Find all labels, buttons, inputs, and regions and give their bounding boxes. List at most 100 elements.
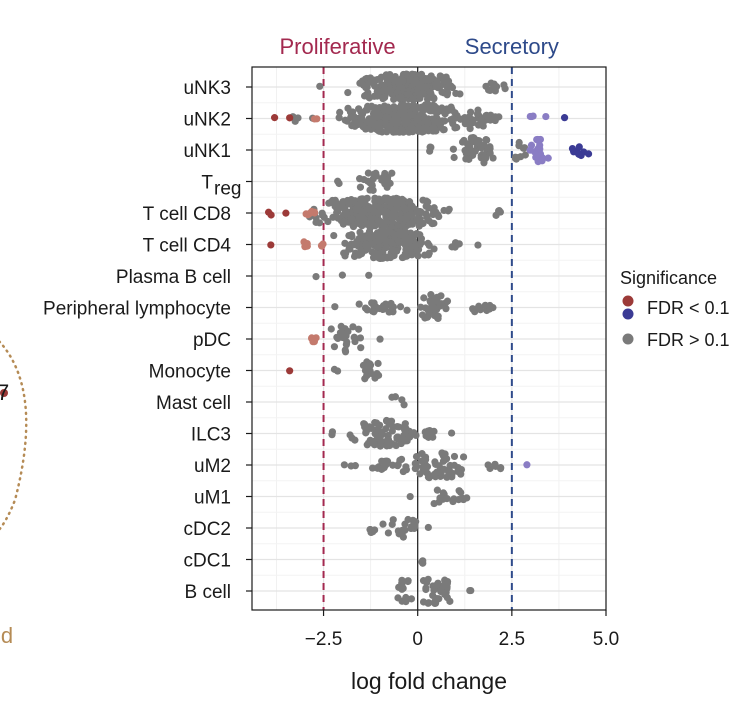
data-point — [401, 420, 409, 428]
data-point — [383, 196, 392, 204]
data-point — [415, 222, 423, 230]
data-point — [374, 359, 382, 368]
data-point — [351, 462, 359, 470]
data-point — [425, 249, 433, 257]
data-point — [470, 147, 478, 155]
data-point — [409, 125, 417, 133]
data-point — [369, 528, 377, 536]
data-point — [407, 595, 416, 603]
data-point — [362, 125, 370, 133]
data-point — [315, 219, 324, 227]
data-point — [419, 83, 427, 91]
data-point — [356, 175, 364, 183]
x-tick-label: 5.0 — [593, 629, 619, 650]
data-point — [407, 233, 415, 242]
data-point — [286, 367, 294, 375]
data-point — [411, 103, 419, 111]
data-point — [386, 253, 395, 262]
data-point — [416, 470, 424, 478]
data-point — [327, 325, 335, 333]
data-point — [365, 205, 373, 213]
data-point — [425, 204, 433, 212]
data-point — [355, 300, 363, 308]
data-point — [446, 597, 454, 605]
data-point — [389, 246, 397, 254]
data-point — [454, 467, 462, 476]
data-point — [466, 586, 474, 595]
data-point — [401, 215, 409, 223]
data-point — [379, 254, 387, 262]
data-point — [396, 216, 404, 224]
data-point — [339, 204, 347, 212]
data-point — [458, 494, 466, 502]
data-point — [521, 151, 529, 159]
legend-label: FDR < 0.1 — [647, 298, 730, 318]
data-point — [367, 76, 376, 84]
data-point — [344, 88, 352, 97]
data-point — [430, 499, 438, 508]
data-point — [460, 136, 468, 145]
data-point — [371, 171, 379, 179]
data-point — [381, 169, 389, 178]
data-point — [404, 90, 413, 99]
data-point — [411, 459, 419, 468]
data-point — [542, 112, 550, 121]
data-point — [361, 420, 369, 428]
data-point — [426, 426, 434, 435]
data-point — [371, 122, 379, 130]
data-point — [423, 469, 431, 477]
data-point — [382, 243, 390, 252]
x-axis-ticks: −2.5 0 2.5 5.0 — [305, 610, 619, 650]
data-point — [349, 222, 358, 231]
data-point — [424, 119, 432, 127]
data-point — [423, 213, 431, 221]
data-point — [445, 82, 453, 90]
data-point — [390, 231, 399, 239]
data-point — [359, 361, 368, 369]
data-point — [334, 177, 342, 185]
data-point — [355, 325, 363, 333]
data-point — [264, 208, 273, 216]
data-point — [381, 180, 389, 188]
data-point — [457, 488, 465, 497]
data-point — [357, 108, 365, 116]
left-panel-fragment: 7 id — [0, 340, 28, 648]
data-point — [432, 80, 440, 89]
data-point — [370, 249, 379, 258]
data-point — [403, 306, 411, 314]
data-point — [333, 333, 341, 341]
x-tick-label: −2.5 — [305, 629, 343, 650]
category-label: cDC1 — [183, 551, 231, 572]
data-point — [326, 198, 334, 207]
data-point — [318, 211, 327, 219]
data-point — [544, 154, 552, 162]
data-point — [367, 424, 376, 432]
data-point — [400, 426, 409, 434]
data-point — [330, 343, 339, 351]
data-point — [430, 219, 438, 227]
category-label: uM2 — [194, 456, 231, 477]
data-point — [366, 234, 374, 242]
data-point — [340, 461, 348, 469]
data-point — [469, 119, 477, 127]
data-point — [397, 93, 405, 102]
data-point — [398, 396, 406, 404]
data-point — [384, 529, 392, 537]
data-point — [352, 206, 360, 214]
data-point — [358, 250, 366, 258]
data-point — [347, 196, 355, 204]
data-point — [408, 211, 416, 219]
data-point — [399, 77, 407, 85]
data-point — [481, 153, 489, 161]
data-point — [568, 144, 577, 153]
data-point — [401, 205, 409, 213]
data-point — [440, 581, 448, 590]
data-point — [436, 302, 444, 310]
data-point — [387, 299, 395, 308]
data-point — [303, 242, 311, 250]
data-point — [388, 520, 396, 528]
data-point — [398, 253, 407, 262]
data-point — [380, 463, 388, 471]
data-point — [267, 241, 275, 249]
data-point — [430, 95, 438, 103]
